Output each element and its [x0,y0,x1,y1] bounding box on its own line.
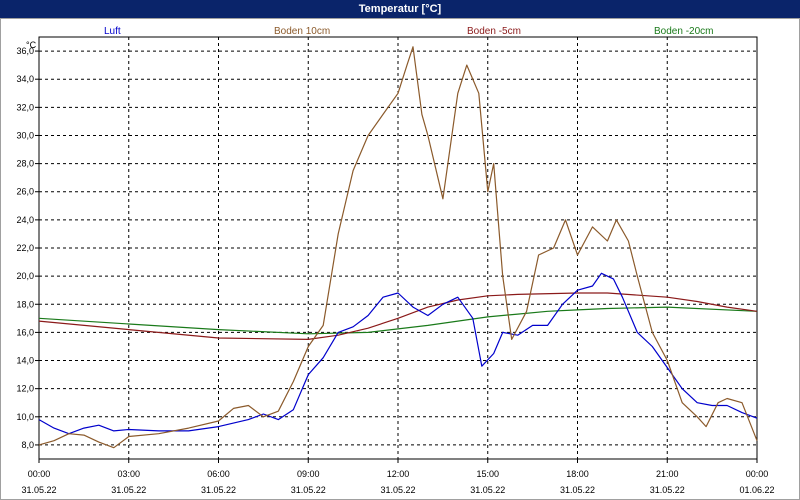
legend-boden-10cm: Boden 10cm [274,26,331,37]
chart-title: Temperatur [°C] [0,0,800,18]
x-tick-time: 09:00 [297,469,320,479]
y-tick-label: 22,0 [16,243,34,253]
chart-panel [0,18,800,500]
x-tick-date: 31.05.22 [111,485,146,495]
x-tick-date: 31.05.22 [470,485,505,495]
y-tick-label: 34,0 [16,74,34,84]
x-tick-time: 15:00 [476,469,499,479]
y-tick-label: 10,0 [16,412,34,422]
y-tick-label: 18,0 [16,299,34,309]
x-tick-date: 31.05.22 [291,485,326,495]
x-tick-date: 31.05.22 [380,485,415,495]
x-tick-time: 06:00 [207,469,230,479]
y-tick-label: 32,0 [16,102,34,112]
x-tick-time: 00:00 [746,469,769,479]
series-line-boden-minus-5cm [38,292,758,340]
legend-boden-minus-20cm: Boden -20cm [654,26,714,37]
legend-luft: Luft [104,26,121,37]
y-tick-label: 12,0 [16,384,34,394]
y-tick-label: 30,0 [16,130,34,140]
x-tick-time: 00:00 [28,469,51,479]
x-tick-date: 31.05.22 [21,485,56,495]
y-tick-label: 20,0 [16,271,34,281]
y-tick-label: 14,0 [16,356,34,366]
x-tick-date: 31.05.22 [201,485,236,495]
x-tick-date: 31.05.22 [650,485,685,495]
x-tick-time: 12:00 [387,469,410,479]
series-line-luft [38,272,758,435]
x-tick-time: 03:00 [117,469,140,479]
legend-boden-minus-5cm: Boden -5cm [467,26,521,37]
y-tick-label: 28,0 [16,159,34,169]
x-tick-time: 18:00 [566,469,589,479]
x-tick-date: 31.05.22 [560,485,595,495]
y-tick-label: 8,0 [21,440,34,450]
series-line-boden-10cm [38,46,758,449]
y-tick-label: 24,0 [16,215,34,225]
y-tick-label: 36,0 [16,46,34,56]
x-tick-date: 01.06.22 [739,485,774,495]
x-tick-time: 21:00 [656,469,679,479]
y-tick-label: 16,0 [16,327,34,337]
y-tick-label: 26,0 [16,187,34,197]
y-axis-unit: °C [26,40,37,50]
